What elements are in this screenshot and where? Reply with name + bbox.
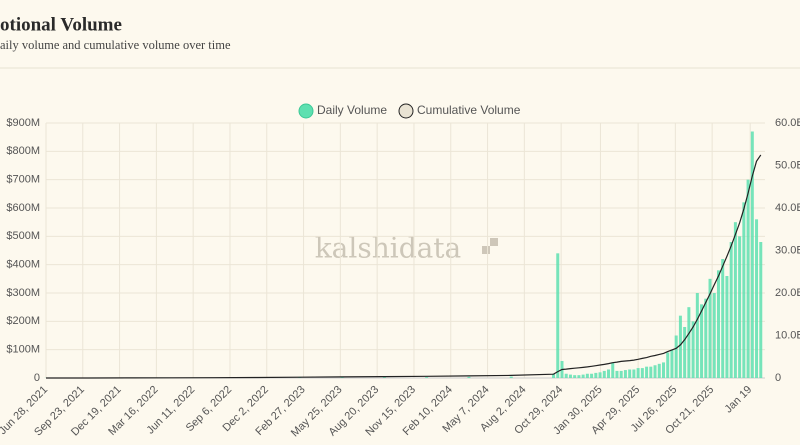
bar bbox=[581, 374, 585, 378]
bar bbox=[628, 369, 632, 378]
bar bbox=[598, 372, 602, 378]
chart-subtitle: aily volume and cumulative volume over t… bbox=[0, 38, 231, 52]
bar bbox=[340, 377, 344, 378]
bar bbox=[552, 373, 556, 378]
bar bbox=[585, 373, 589, 378]
bar bbox=[649, 366, 653, 378]
bar bbox=[657, 363, 661, 378]
watermark-logo bbox=[482, 238, 498, 254]
y2-tick-label: 50.0B bbox=[775, 159, 800, 171]
watermark: kalshidata bbox=[315, 232, 462, 265]
bar bbox=[661, 362, 665, 378]
y-tick-label: $100M bbox=[6, 344, 40, 356]
bar bbox=[615, 370, 619, 378]
bar bbox=[564, 373, 568, 378]
bar bbox=[666, 352, 670, 378]
bar bbox=[590, 373, 594, 378]
bar bbox=[425, 377, 429, 378]
bar bbox=[725, 276, 729, 378]
bar bbox=[619, 370, 623, 378]
x-tick-label: Jan 19 bbox=[723, 384, 755, 416]
legend-label: Cumulative Volume bbox=[417, 103, 521, 117]
y-tick-label: $700M bbox=[6, 174, 40, 186]
y2-tick-label: 40.0B bbox=[775, 202, 800, 214]
bar bbox=[721, 259, 725, 378]
y2-tick-label: 30.0B bbox=[775, 244, 800, 256]
bar bbox=[382, 377, 386, 378]
bar bbox=[691, 321, 695, 378]
y2-tick-label: 10.0B bbox=[775, 329, 800, 341]
y-tick-label: 0 bbox=[34, 372, 40, 384]
bar bbox=[750, 131, 754, 378]
bar bbox=[704, 298, 708, 378]
y-tick-label: $400M bbox=[6, 259, 40, 271]
bar bbox=[640, 368, 644, 378]
bar bbox=[746, 179, 750, 378]
bar bbox=[742, 202, 746, 378]
bar bbox=[568, 374, 572, 378]
bar bbox=[645, 366, 649, 378]
bar bbox=[687, 307, 691, 378]
chart-title: otional Volume bbox=[0, 14, 122, 35]
bar bbox=[695, 293, 699, 378]
bar bbox=[729, 242, 733, 378]
bar bbox=[467, 376, 471, 378]
y2-tick-label: 60.0B bbox=[775, 117, 800, 129]
y-tick-label: $900M bbox=[6, 117, 40, 129]
legend-marker bbox=[298, 103, 314, 119]
y-tick-label: $800M bbox=[6, 145, 40, 157]
y2-tick-label: 0 bbox=[775, 372, 781, 384]
bar bbox=[755, 219, 759, 378]
bar bbox=[602, 370, 606, 378]
bar bbox=[738, 236, 742, 378]
bar bbox=[733, 222, 737, 378]
bar bbox=[678, 315, 682, 378]
bar bbox=[700, 304, 704, 378]
y-tick-label: $600M bbox=[6, 202, 40, 214]
bar bbox=[623, 370, 627, 378]
bar bbox=[577, 375, 581, 378]
y2-tick-label: 20.0B bbox=[775, 287, 800, 299]
bar bbox=[670, 349, 674, 378]
y-tick-label: $300M bbox=[6, 287, 40, 299]
bar bbox=[674, 335, 678, 378]
bar bbox=[607, 369, 611, 378]
bar bbox=[636, 368, 640, 378]
bar bbox=[573, 375, 577, 378]
bar bbox=[632, 369, 636, 378]
y-tick-label: $500M bbox=[6, 230, 40, 242]
bar bbox=[556, 253, 560, 378]
cumulative-line bbox=[46, 154, 762, 379]
y-tick-label: $200M bbox=[6, 315, 40, 327]
bar bbox=[683, 327, 687, 378]
bar bbox=[716, 270, 720, 378]
bar bbox=[759, 242, 763, 378]
legend-label: Daily Volume bbox=[317, 103, 387, 117]
bar bbox=[594, 372, 598, 378]
legend-marker bbox=[398, 103, 414, 119]
bar bbox=[708, 278, 712, 378]
bar bbox=[509, 376, 513, 378]
bar bbox=[712, 293, 716, 378]
bar bbox=[653, 365, 657, 378]
bar bbox=[611, 362, 615, 378]
